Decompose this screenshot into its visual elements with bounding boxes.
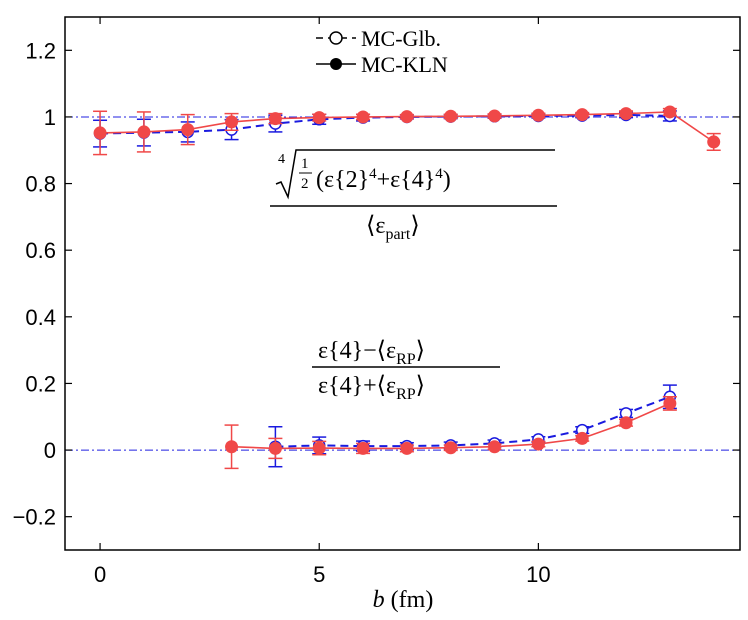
- exponent-b: 4: [435, 166, 443, 182]
- eps2-term: ε{2}: [324, 167, 369, 193]
- paren-open: (: [316, 167, 324, 193]
- lower-den-close: ⟩: [416, 373, 425, 399]
- data-point-mckln: [444, 109, 458, 123]
- lower-denominator-text: ε{4}+⟨εRP⟩: [318, 373, 425, 403]
- lower-num-close: ⟩: [416, 338, 425, 364]
- plus-sign: +: [377, 167, 391, 193]
- series-line-mcglb: [100, 113, 670, 135]
- data-point-mckln: [356, 441, 370, 455]
- root-index: 4: [278, 152, 285, 167]
- data-point-mckln: [225, 440, 239, 454]
- legend: MC-Glb. MC-KLN: [316, 26, 448, 77]
- data-point-mckln: [531, 437, 545, 451]
- x-axis-unit: (fm): [391, 587, 434, 613]
- half-denominator: 2: [301, 176, 309, 192]
- eps4-term: ε{4}: [390, 167, 435, 193]
- upper-denominator-text: ⟨εpart⟩: [366, 213, 420, 243]
- legend-label-mckln: MC-KLN: [361, 52, 448, 77]
- legend-marker-mcglb: [329, 31, 343, 45]
- y-tick-label: 1.2: [25, 38, 56, 63]
- x-tick-label: 0: [94, 562, 106, 587]
- data-point-mckln: [225, 115, 239, 129]
- data-point-mckln: [575, 108, 589, 122]
- data-point-mckln: [312, 111, 326, 125]
- data-point-mckln: [400, 441, 414, 455]
- series-layer: [93, 105, 721, 470]
- den-eps-open: ⟨ε: [366, 213, 385, 239]
- den-sub-part: part: [385, 226, 410, 243]
- data-point-mckln: [619, 107, 633, 121]
- lower-num-main: ε{4}−⟨ε: [318, 338, 396, 364]
- data-point-mckln: [268, 441, 282, 455]
- data-point-mckln: [444, 441, 458, 455]
- data-point-mckln: [312, 441, 326, 455]
- y-tick-label: 1: [44, 105, 56, 130]
- axis-ticks: 0 5 10 −0.2 0 0.2 0.4 0.6 0.8 1 1.2: [13, 17, 740, 587]
- lower-numerator-text: ε{4}−⟨εRP⟩: [318, 338, 425, 368]
- data-point-mckln: [663, 105, 677, 119]
- data-point-mckln: [181, 123, 195, 137]
- exponent-a: 4: [369, 166, 377, 182]
- data-point-mckln: [663, 396, 677, 410]
- data-point-mckln: [400, 110, 414, 124]
- upper-numerator-text: (ε{2}4+ε{4}4): [316, 166, 451, 193]
- y-tick-label: 0: [44, 438, 56, 463]
- lower-num-sub: RP: [396, 351, 416, 368]
- x-axis-var: b: [373, 587, 385, 613]
- plot-frame: [64, 16, 741, 551]
- y-tick-label: 0.6: [25, 238, 56, 263]
- data-point-mckln: [619, 416, 633, 430]
- annotation-lower-formula: ε{4}−⟨εRP⟩ ε{4}+⟨εRP⟩: [312, 338, 500, 403]
- data-point-mckln: [268, 112, 282, 126]
- paren-close: ): [443, 167, 451, 193]
- series-line-mcglb: [275, 395, 671, 448]
- lower-den-sub: RP: [396, 386, 416, 403]
- data-point-mckln: [575, 431, 589, 445]
- legend-label-mcglb: MC-Glb.: [361, 26, 441, 51]
- x-axis-label: b (fm): [373, 587, 434, 613]
- data-point-mckln: [137, 125, 151, 139]
- y-tick-label: 0.8: [25, 172, 56, 197]
- lower-den-main: ε{4}+⟨ε: [318, 373, 396, 399]
- data-point-mckln: [488, 440, 502, 454]
- data-point-mckln: [93, 126, 107, 140]
- x-tick-label: 5: [313, 562, 325, 587]
- y-tick-label: −0.2: [13, 505, 56, 530]
- x-tick-label: 10: [526, 562, 550, 587]
- annotation-upper-formula: 4 1 2 (ε{2}4+ε{4}4) ⟨εpart⟩: [270, 149, 557, 243]
- y-tick-label: 0.2: [25, 371, 56, 396]
- data-point-mckln: [707, 135, 721, 149]
- series-mckln: [93, 105, 721, 470]
- data-point-mckln: [531, 108, 545, 122]
- y-tick-label: 0.4: [25, 305, 56, 330]
- legend-marker-mckln: [330, 58, 342, 70]
- data-point-mckln: [356, 110, 370, 124]
- radical-sign: [275, 149, 555, 200]
- data-point-mckln: [488, 109, 502, 123]
- half-numerator: 1: [301, 156, 309, 172]
- den-bracket-close: ⟩: [410, 213, 419, 239]
